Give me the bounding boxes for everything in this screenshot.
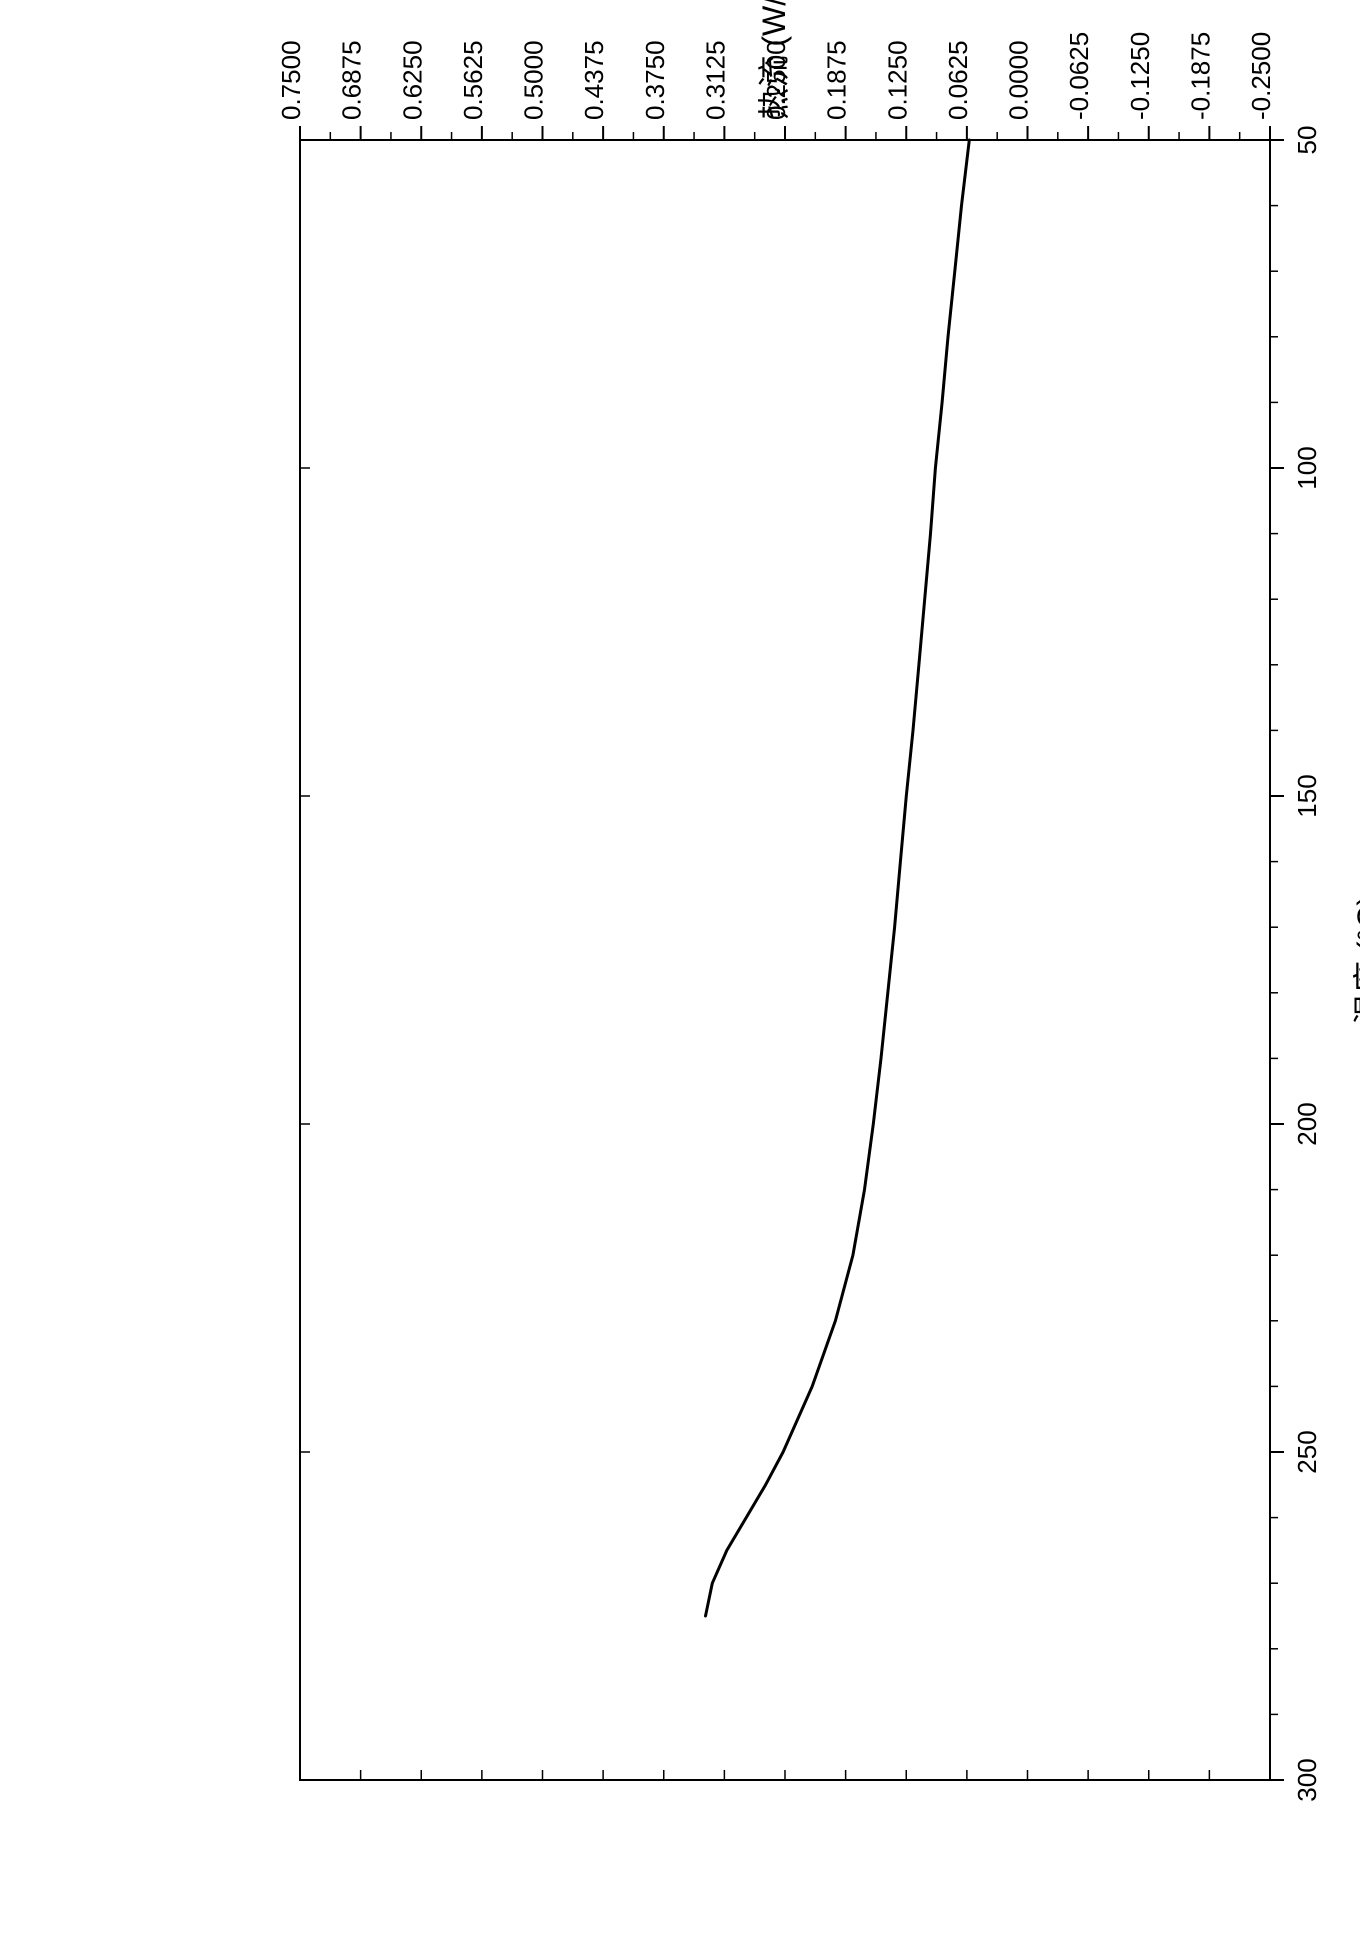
y-tick-label: 0.4375 [579, 40, 609, 120]
x-tick-label: 100 [1292, 446, 1322, 489]
plot-border [300, 140, 1270, 1780]
x-tick-label: 300 [1292, 1758, 1322, 1801]
x-tick-label: 50 [1292, 126, 1322, 155]
y-tick-label: 0.6250 [397, 40, 427, 120]
heat-flow-curve [706, 140, 970, 1616]
y-tick-label: 0.1875 [822, 40, 852, 120]
y-tick-label: 0.0000 [1004, 40, 1034, 120]
y-tick-label: 0.3750 [640, 40, 670, 120]
x-tick-label: 150 [1292, 774, 1322, 817]
y-tick-label: 0.7500 [276, 40, 306, 120]
y-tick-label: -0.1250 [1125, 32, 1155, 120]
y-tick-label: 0.5625 [458, 40, 488, 120]
y-tick-label: 0.6875 [337, 40, 367, 120]
y-tick-label: 0.0625 [943, 40, 973, 120]
y-tick-label: -0.2500 [1246, 32, 1276, 120]
y-tick-label: 0.5000 [519, 40, 549, 120]
dsc-thermogram-chart: { "chart":{ "type":"line", "orientation"… [0, 0, 1360, 1960]
chart-canvas: -0.2500 -0.1875 -0.1250 -0.0625 0.0000 0.0625… [0, 0, 1360, 1960]
y-tick-label: -0.1875 [1185, 32, 1215, 120]
x-axis-label: 温度 (°C) [1351, 895, 1360, 1025]
y-tick-label: 0.3125 [700, 40, 730, 120]
x-tick-label: 200 [1292, 1102, 1322, 1145]
y-tick-label: 0.1250 [882, 40, 912, 120]
y-axis-label: 热流 (W/g) [756, 0, 792, 120]
x-tick-label: 250 [1292, 1430, 1322, 1473]
y-tick-label: -0.0625 [1064, 32, 1094, 120]
